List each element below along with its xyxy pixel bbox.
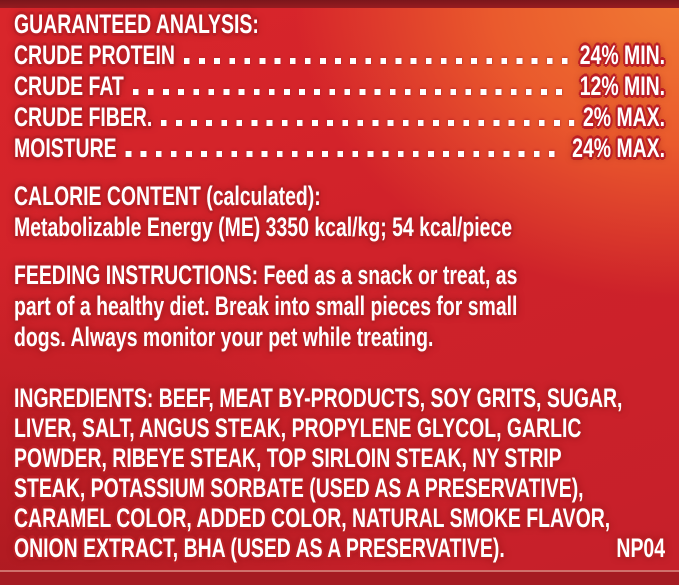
analysis-label: CRUDE FAT — [14, 71, 124, 101]
feeding-instructions-section: FEEDING INSTRUCTIONS: Feed as a snack or… — [14, 260, 665, 353]
analysis-row-crude-fat: CRUDE FAT 12% MIN. — [14, 71, 665, 102]
analysis-row-crude-fiber: CRUDE FIBER. 2% MAX. — [14, 102, 665, 133]
ingredients-line: LIVER, SALT, ANGUS STEAK, PROPYLENE GLYC… — [14, 413, 582, 443]
ingredients-last-line: ONION EXTRACT, BHA (USED AS A PRESERVATI… — [14, 533, 665, 563]
ingredients-section: INGREDIENTS: BEEF, MEAT BY-PRODUCTS, SOY… — [14, 383, 665, 563]
feeding-instructions-line: part of a healthy diet. Break into small… — [14, 291, 518, 321]
dot-leader — [183, 58, 572, 64]
analysis-row-crude-protein: CRUDE PROTEIN 24% MIN. — [14, 40, 665, 71]
dot-leader — [132, 89, 572, 95]
analysis-row-moisture: MOISTURE 24% MAX. — [14, 133, 665, 164]
dot-leader — [160, 120, 575, 126]
label-content: GUARANTEED ANALYSIS: CRUDE PROTEIN 24% M… — [14, 9, 665, 563]
guaranteed-analysis-section: GUARANTEED ANALYSIS: CRUDE PROTEIN 24% M… — [14, 9, 665, 164]
ingredients-line: STEAK, POTASSIUM SORBATE (USED AS A PRES… — [14, 473, 584, 503]
feeding-instructions-line: FEEDING INSTRUCTIONS: Feed as a snack or… — [14, 260, 518, 290]
ingredients-line-text: ONION EXTRACT, BHA (USED AS A PRESERVATI… — [14, 533, 505, 563]
dot-leader — [125, 151, 564, 157]
product-code: NP04 — [616, 533, 666, 563]
calorie-content-heading: CALORIE CONTENT (calculated): — [14, 181, 321, 211]
analysis-label: CRUDE PROTEIN — [14, 40, 175, 70]
feeding-instructions-line: dogs. Always monitor your pet while trea… — [14, 322, 434, 352]
analysis-label: MOISTURE — [14, 133, 117, 163]
top-edge-band — [0, 0, 679, 8]
calorie-content-body: Metabolizable Energy (ME) 3350 kcal/kg; … — [14, 212, 513, 242]
analysis-label: CRUDE FIBER. — [14, 102, 153, 132]
analysis-value: 2% MAX. — [582, 102, 666, 132]
bottom-edge-band — [0, 570, 679, 585]
analysis-value: 24% MAX. — [572, 133, 666, 163]
analysis-value: 12% MIN. — [579, 71, 666, 101]
guaranteed-analysis-title: GUARANTEED ANALYSIS: — [14, 9, 259, 39]
ingredients-line: INGREDIENTS: BEEF, MEAT BY-PRODUCTS, SOY… — [14, 383, 623, 413]
ingredients-line: POWDER, RIBEYE STEAK, TOP SIRLOIN STEAK,… — [14, 443, 562, 473]
ingredients-line: CARAMEL COLOR, ADDED COLOR, NATURAL SMOK… — [14, 503, 611, 533]
analysis-value: 24% MIN. — [579, 40, 666, 70]
calorie-content-section: CALORIE CONTENT (calculated): Metaboliza… — [14, 181, 665, 243]
